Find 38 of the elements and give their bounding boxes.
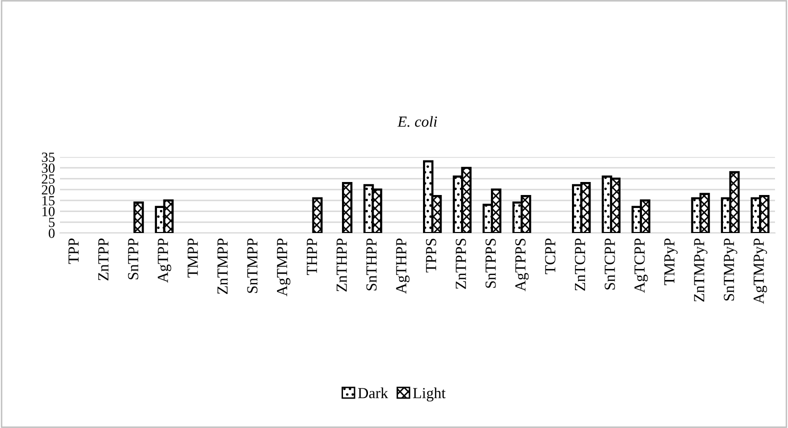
y-tick-label: 0 xyxy=(48,228,55,238)
x-tick-label: AgTCPP xyxy=(634,238,648,293)
x-tick-label: ZnTPPS xyxy=(456,238,466,289)
chart-title: E. coli xyxy=(397,116,437,127)
y-tick-label: 5 xyxy=(49,218,55,228)
x-tick-label: TCPP xyxy=(545,238,556,274)
y-tick-label: 30 xyxy=(42,163,55,173)
x-tick-label: AgTHPP xyxy=(396,238,410,294)
x-tick-label: ZnTMPP xyxy=(218,238,228,294)
x-tick-label: ZnTHPP xyxy=(336,238,347,292)
bar xyxy=(312,197,323,233)
x-tick-label: ZnTPP xyxy=(98,238,108,280)
y-tick-label: 15 xyxy=(42,196,55,206)
y-tick-label: 35 xyxy=(42,152,55,162)
x-tick-label: TPPS xyxy=(426,238,436,272)
x-tick-label: TMPP xyxy=(188,238,198,278)
x-tick-label: SnTMPP xyxy=(247,238,258,293)
x-tick-label: ZnTCPP xyxy=(574,238,586,291)
x-tick-label: SnTHPP xyxy=(366,238,377,290)
x-tick-label: SnTCPP xyxy=(604,238,615,290)
x-tick-label: AgTMPyP xyxy=(754,238,768,304)
x-tick-label: THPP xyxy=(306,238,317,275)
x-tick-label: AgTPPS xyxy=(515,238,529,292)
x-tick-label: TMPyP xyxy=(664,238,678,286)
x-tick-label: AgTMPP xyxy=(276,238,290,296)
x-tick-label: SnTPPS xyxy=(486,238,496,288)
y-tick-label: 20 xyxy=(42,185,55,195)
y-tick-label: 10 xyxy=(42,206,55,216)
x-tick-label: ZnTMPyP xyxy=(694,238,708,302)
x-tick-label: TPP xyxy=(68,238,79,264)
legend-label: Light xyxy=(413,388,446,402)
x-tick-label: SnTPP xyxy=(128,238,138,280)
x-tick-label: AgTPP xyxy=(158,238,172,283)
bar xyxy=(342,182,352,233)
legend-label: Dark xyxy=(358,388,388,398)
y-tick-label: 25 xyxy=(42,174,55,184)
x-tick-label: SnTMPyP xyxy=(724,238,738,301)
bar xyxy=(133,202,144,233)
